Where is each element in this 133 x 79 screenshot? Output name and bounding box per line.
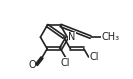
Text: Cl: Cl	[61, 58, 70, 68]
Text: N: N	[68, 32, 75, 42]
Text: Cl: Cl	[89, 52, 99, 62]
Text: O: O	[28, 60, 36, 70]
Text: CH₃: CH₃	[102, 32, 120, 42]
